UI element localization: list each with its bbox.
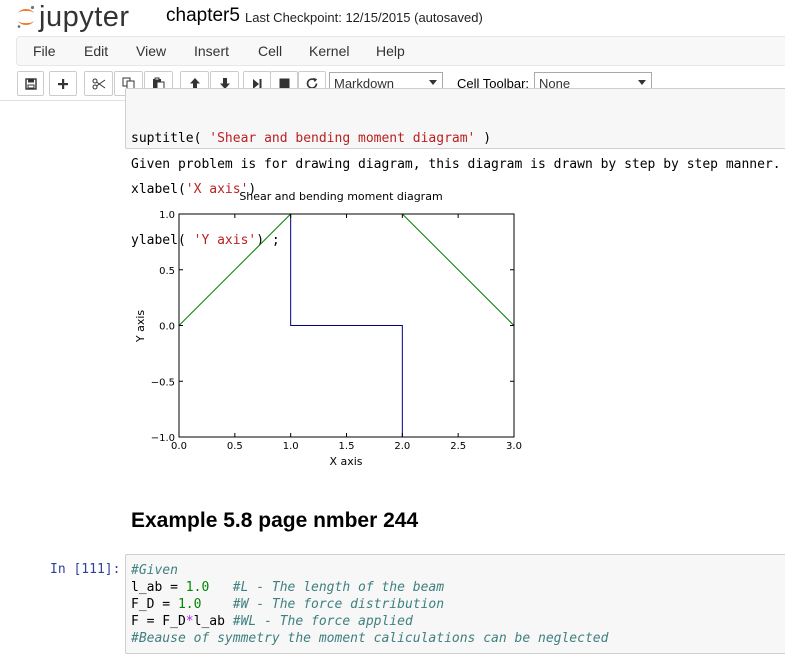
y-tick-label: −0.5 [151,377,175,388]
code-editor[interactable]: #Given l_ab = 1.0 #L - The length of the … [131,562,608,647]
x-axis-ticks: 0.0 0.5 1.0 1.5 2.0 2.5 3.0 [171,214,522,452]
y-tick-label: 1.0 [159,210,175,221]
menu-view[interactable]: View [136,43,167,59]
notebook-name[interactable]: chapter5 [166,5,240,26]
x-tick-label: 1.5 [339,441,355,452]
arrow-down-icon [219,78,230,89]
code-line: F = F_D*l_ab #WL - The force applied [131,614,413,629]
stop-icon [279,78,289,89]
x-axis-label: X axis [329,455,362,468]
jupyter-logo-icon [17,5,35,28]
code-line: xlabel('X axis') [131,182,257,197]
arrow-up-icon [189,78,200,89]
step-forward-icon [253,78,262,89]
y-tick-label: 0.5 [159,266,175,277]
series-line-1 [178,213,292,326]
menu-file[interactable]: File [33,43,56,59]
menu-cell[interactable]: Cell [258,43,283,59]
cell-toolbar-value: None [539,76,571,91]
chevron-down-icon [429,80,437,85]
x-tick-label: 2.5 [450,441,466,452]
x-tick-label: 1.0 [283,441,299,452]
code-line: ylabel( 'Y axis') ; [131,233,280,248]
save-button[interactable] [17,71,44,96]
menu-kernel[interactable]: Kernel [309,43,350,59]
menubar: File Edit View Insert Cell Kernel Help [16,36,785,66]
jupyter-logo[interactable]: jupyter [16,2,130,32]
plot-lines [178,213,515,437]
cell-toolbar-label: Cell Toolbar: [457,76,530,91]
code-line: l_ab = 1.0 #L - The length of the beam [131,580,445,595]
menu-insert[interactable]: Insert [194,43,230,59]
cut-icon [92,78,105,89]
code-line: #Given [131,563,178,578]
plus-icon [58,78,68,89]
example-heading: Example 5.8 page nmber 244 [131,509,419,532]
code-line: F_D = 1.0 #W - The force distribution [131,597,445,612]
code-line: #Beause of symmetry the moment caliculat… [131,631,609,646]
code-line: suptitle( 'Shear and bending moment diag… [131,131,492,146]
code-cell-input[interactable]: #Given l_ab = 1.0 #L - The length of the … [125,554,785,654]
y-axis-label: Y axis [134,310,147,344]
output-text: Given problem is for drawing diagram, th… [131,157,781,172]
series-line-2 [401,213,515,326]
menu-help[interactable]: Help [376,43,405,59]
insert-cell-button[interactable] [49,71,77,96]
input-prompt: In [111]: [50,562,121,577]
y-tick-label: 0.0 [159,322,175,333]
x-tick-label: 0.0 [171,441,187,452]
x-tick-label: 0.5 [227,441,243,452]
shear-moment-chart: Shear and bending moment diagram 0.0 0.5 1… [134,190,522,468]
y-tick-label: −1.0 [151,433,175,444]
chevron-down-icon [638,80,646,85]
menu-edit[interactable]: Edit [84,43,109,59]
logo-text: jupyter [39,1,130,33]
y-axis-ticks: 1.0 0.5 0.0 −0.5 −1.0 [151,210,514,444]
restart-icon [306,77,317,89]
x-tick-label: 2.0 [394,441,410,452]
code-cell-input[interactable]: suptitle( 'Shear and bending moment diag… [125,88,785,248]
cut-button[interactable] [84,71,113,96]
x-tick-label: 3.0 [506,441,522,452]
checkpoint-status: Last Checkpoint: 12/15/2015 (autosaved) [245,10,483,25]
chart-title: Shear and bending moment diagram [239,190,442,203]
header: jupyter chapter5 Last Checkpoint: 12/15/… [0,0,785,36]
cell-type-value: Markdown [334,76,394,91]
series-line-0 [290,214,403,437]
code-editor[interactable]: suptitle( 'Shear and bending moment diag… [131,96,491,283]
save-icon [24,77,37,90]
